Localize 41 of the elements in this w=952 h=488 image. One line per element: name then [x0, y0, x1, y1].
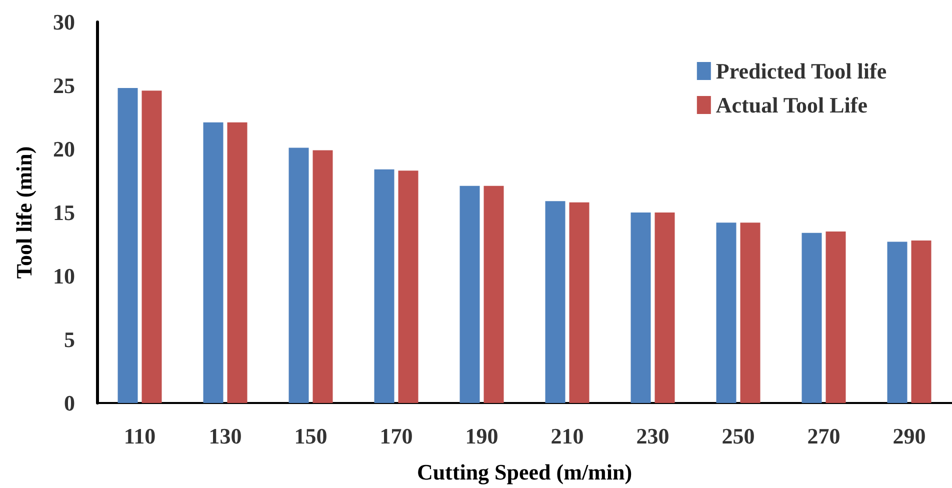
bar: [484, 186, 504, 403]
bar: [569, 202, 590, 403]
y-tick-label: 15: [53, 200, 75, 225]
x-tick-label: 210: [550, 424, 584, 448]
bar: [887, 242, 908, 403]
x-tick-label: 290: [892, 424, 926, 448]
bar: [545, 201, 566, 403]
y-tick-label: 5: [64, 327, 75, 352]
bar: [740, 222, 760, 403]
y-tick-label: 30: [53, 10, 75, 34]
bar: [288, 148, 309, 403]
bar: [227, 122, 248, 403]
y-tick-label: 20: [53, 136, 75, 162]
y-axis-title: Tool life (min): [12, 146, 36, 279]
bar: [374, 169, 394, 403]
x-tick-label: 130: [208, 424, 242, 448]
x-tick-label: 270: [807, 424, 840, 448]
x-tick-label: 170: [380, 424, 413, 448]
x-tick-label: 250: [722, 424, 755, 448]
bar: [312, 150, 333, 403]
y-tick-label: 0: [64, 390, 75, 416]
legend-label: Actual Tool Life: [716, 92, 868, 118]
bar: [911, 240, 932, 403]
x-axis-title: Cutting Speed (m/min): [416, 460, 632, 484]
bar: [460, 186, 480, 403]
x-tick-label: 150: [294, 424, 328, 448]
x-tick-label: 110: [124, 424, 156, 448]
x-tick-label: 230: [636, 424, 670, 448]
y-tick-label: 25: [53, 73, 75, 98]
bar: [716, 222, 736, 403]
y-tick-label: 10: [53, 264, 75, 288]
bar: [826, 232, 846, 403]
bar: [118, 88, 138, 403]
bar: [654, 212, 675, 403]
bar: [142, 90, 162, 403]
bar: [203, 122, 224, 403]
bar: [630, 212, 651, 403]
bar: [398, 170, 418, 403]
bar: [802, 232, 822, 403]
legend-label: Predicted Tool life: [716, 58, 887, 84]
x-tick-label: 190: [465, 424, 498, 448]
